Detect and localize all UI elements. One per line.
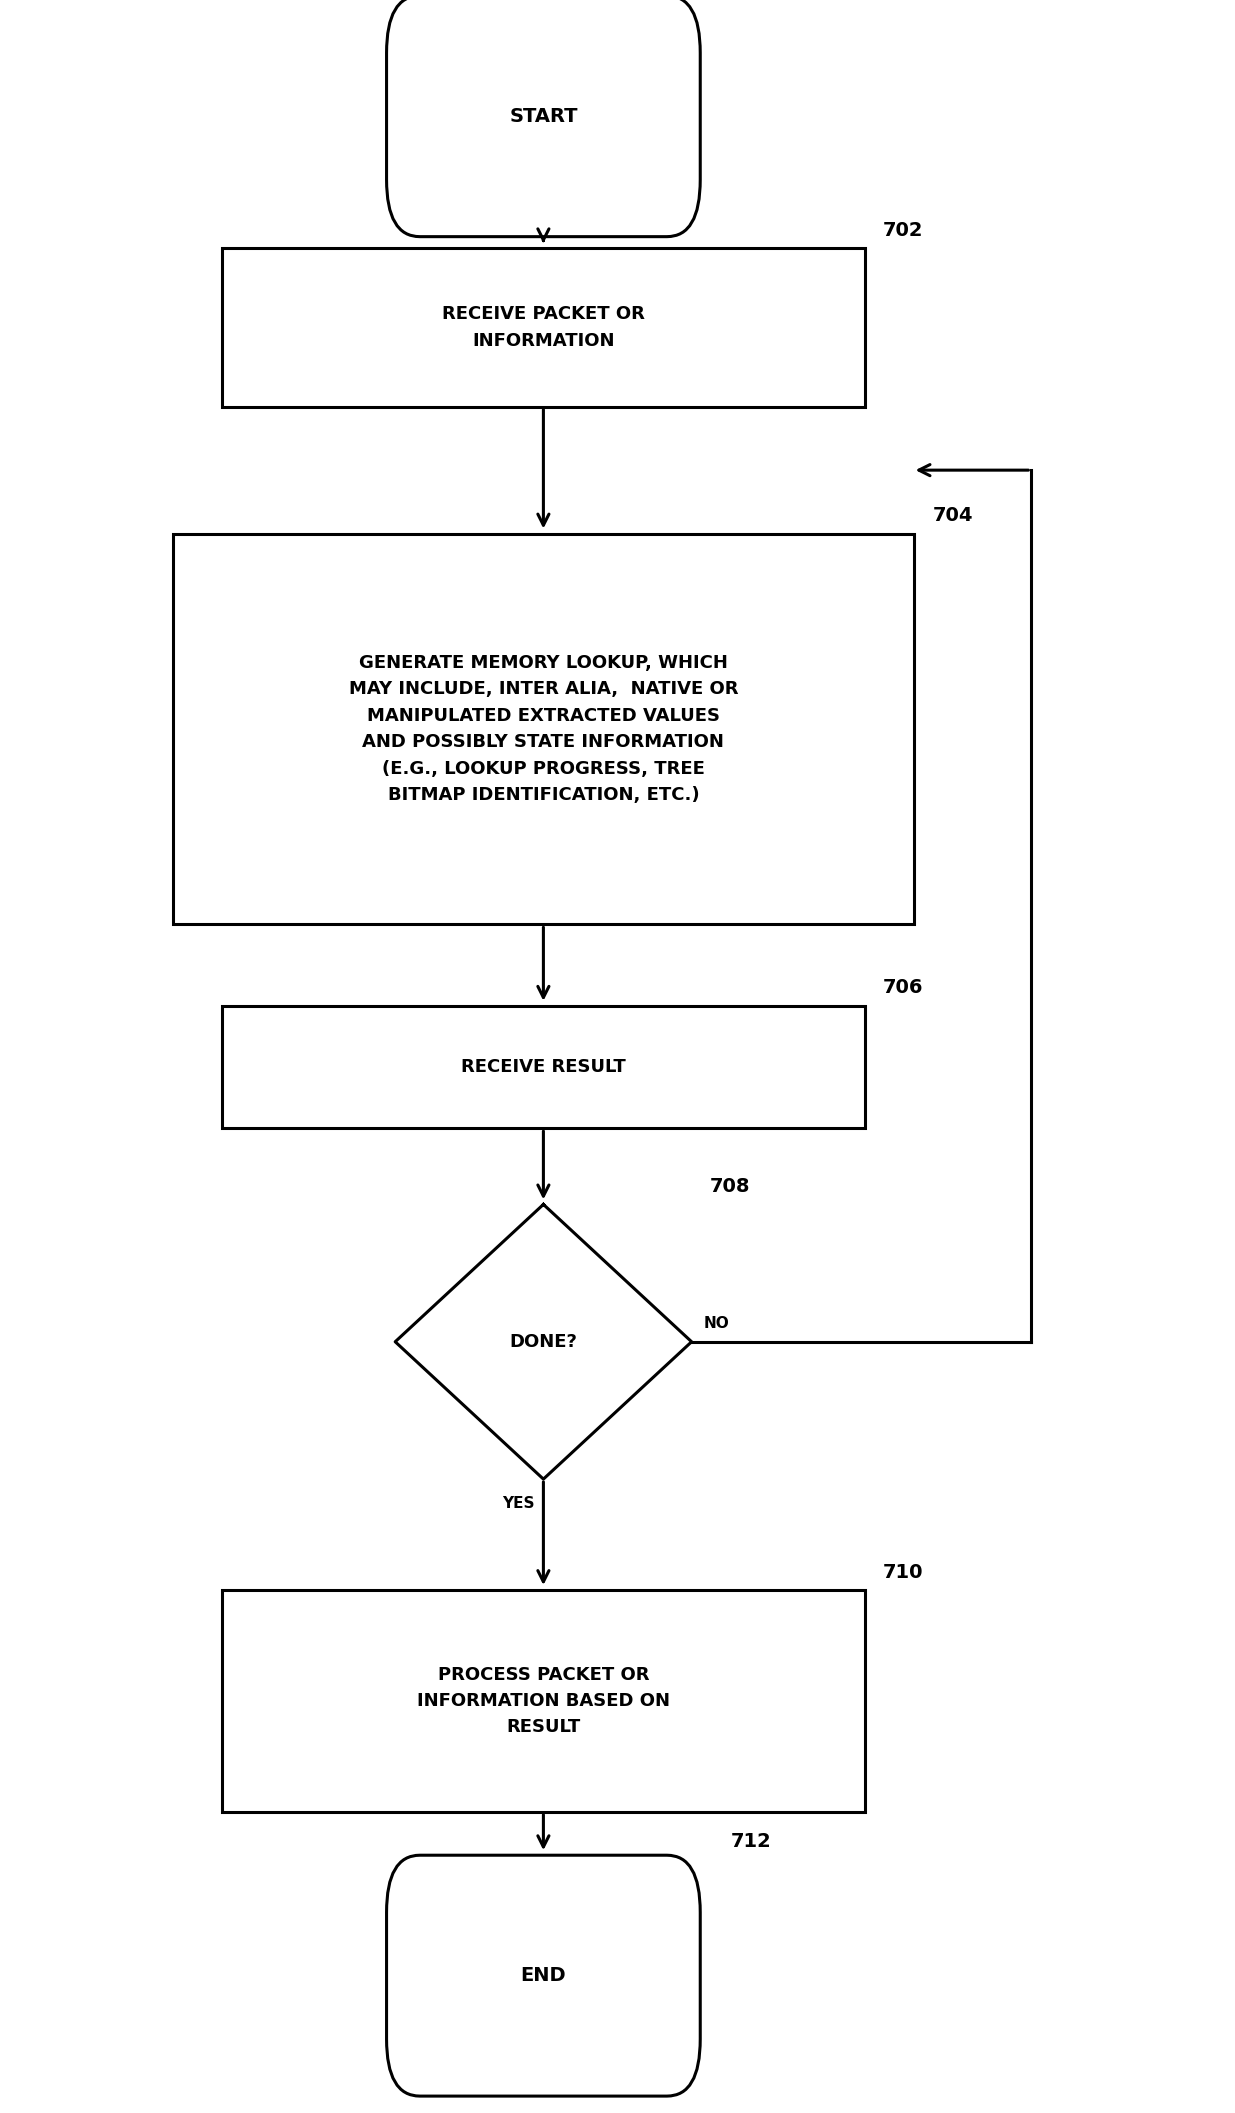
Text: 708: 708	[710, 1177, 751, 1196]
FancyBboxPatch shape	[222, 249, 864, 406]
Text: GENERATE MEMORY LOOKUP, WHICH
MAY INCLUDE, INTER ALIA,  NATIVE OR
MANIPULATED EX: GENERATE MEMORY LOOKUP, WHICH MAY INCLUD…	[348, 655, 739, 803]
FancyBboxPatch shape	[222, 1591, 864, 1811]
FancyBboxPatch shape	[173, 532, 914, 925]
Text: 702: 702	[883, 222, 924, 241]
Text: NO: NO	[704, 1316, 730, 1331]
FancyBboxPatch shape	[222, 1006, 864, 1128]
Text: PROCESS PACKET OR
INFORMATION BASED ON
RESULT: PROCESS PACKET OR INFORMATION BASED ON R…	[417, 1665, 669, 1737]
Text: 704: 704	[932, 507, 973, 524]
Text: 712: 712	[731, 1832, 772, 1851]
Text: START: START	[509, 108, 578, 125]
FancyBboxPatch shape	[387, 0, 700, 237]
Text: DONE?: DONE?	[510, 1333, 577, 1350]
Text: 710: 710	[883, 1564, 924, 1581]
Text: RECEIVE PACKET OR
INFORMATION: RECEIVE PACKET OR INFORMATION	[442, 304, 645, 351]
Text: 706: 706	[883, 978, 924, 997]
Text: RECEIVE RESULT: RECEIVE RESULT	[461, 1059, 626, 1076]
Text: YES: YES	[503, 1496, 535, 1511]
FancyBboxPatch shape	[387, 1855, 700, 2096]
Text: END: END	[521, 1967, 566, 1984]
